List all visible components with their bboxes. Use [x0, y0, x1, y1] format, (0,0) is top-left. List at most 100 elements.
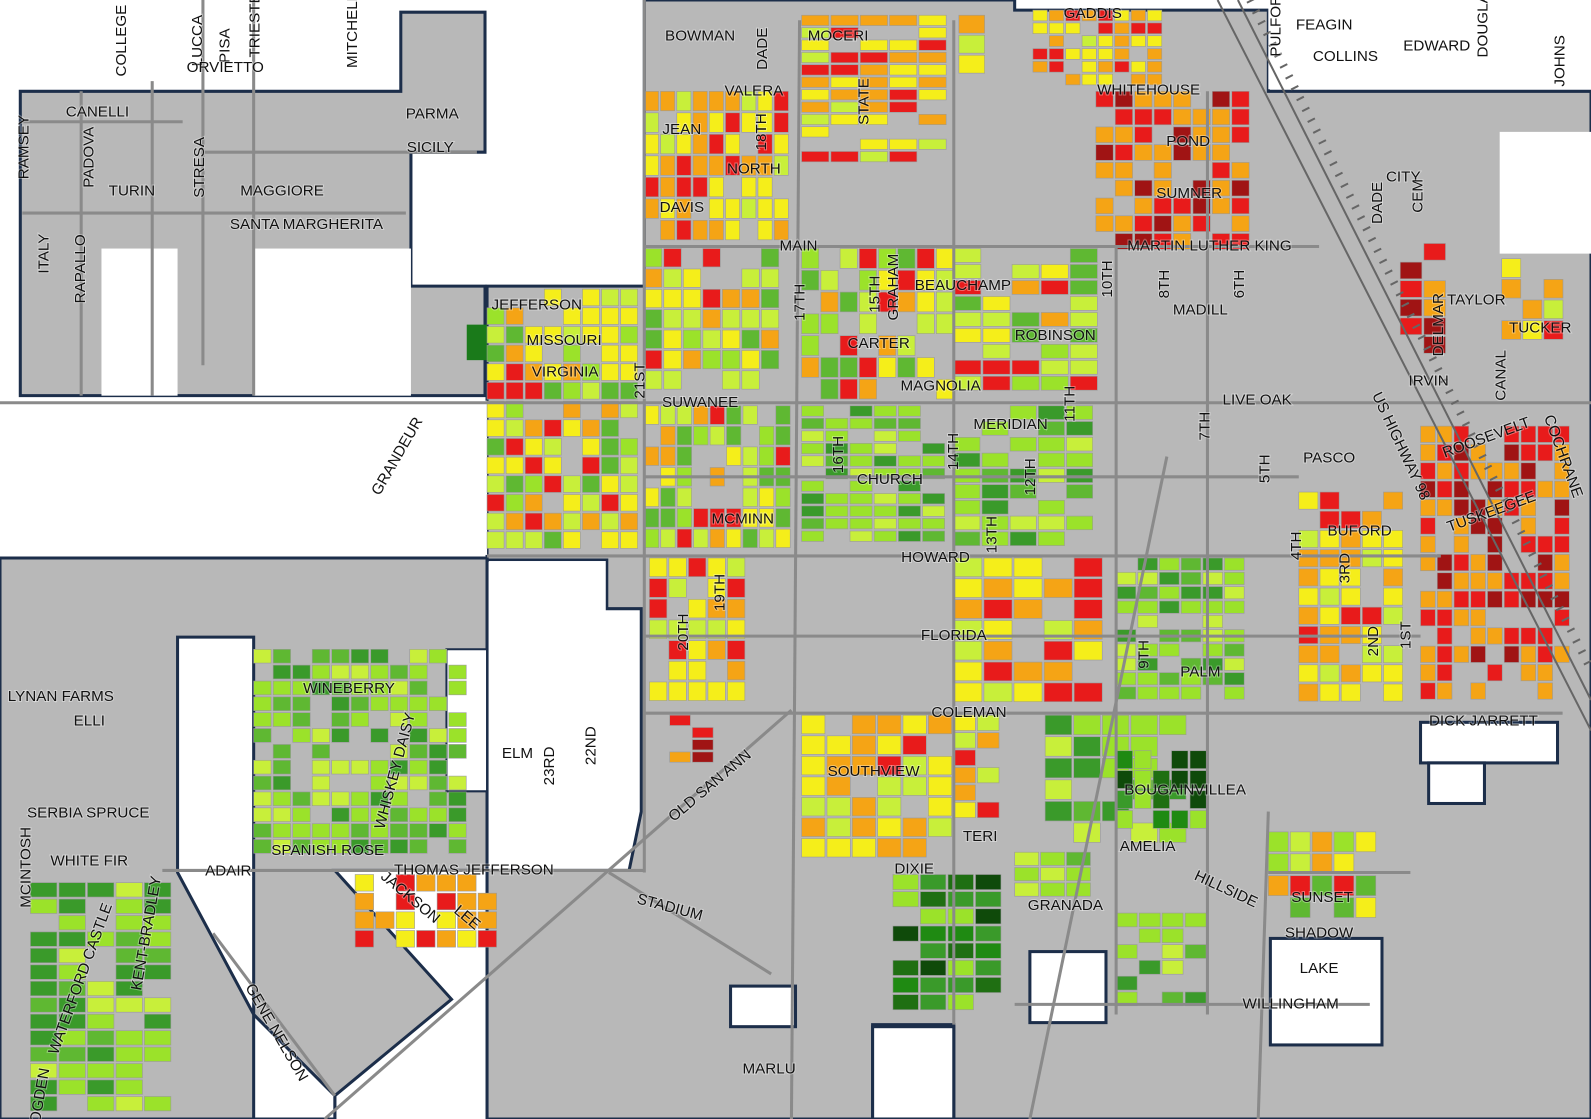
parcel [563, 475, 581, 493]
parcel [505, 400, 524, 419]
parcel [775, 446, 791, 466]
parcel [272, 823, 291, 838]
parcel [1159, 672, 1180, 686]
street-label: 22ND [583, 726, 600, 765]
parcel [486, 363, 505, 381]
parcel [87, 997, 115, 1013]
parcel [1298, 491, 1319, 510]
parcel [727, 557, 746, 577]
parcel [1231, 179, 1250, 197]
parcel [830, 64, 859, 76]
parcel [58, 948, 86, 964]
parcel [1130, 22, 1146, 34]
parcel [58, 931, 86, 947]
parcel [1231, 108, 1250, 126]
parcel [1081, 73, 1097, 86]
parcel [688, 557, 707, 577]
parcel [1040, 375, 1069, 391]
parcel [1503, 572, 1520, 590]
parcel [801, 313, 820, 334]
parcel [859, 151, 888, 163]
parcel [1171, 770, 1189, 789]
parcel [58, 1063, 86, 1079]
parcel [1098, 48, 1113, 60]
parcel [983, 640, 1013, 661]
parcel [1115, 912, 1138, 928]
parcel [920, 960, 947, 976]
parcel [543, 531, 562, 549]
parcel [1048, 48, 1064, 60]
parcel [773, 155, 789, 176]
parcel [1537, 645, 1553, 663]
parcel [726, 405, 742, 425]
parcel [922, 530, 945, 542]
parcel [1066, 421, 1094, 436]
parcel [825, 518, 849, 530]
parcel [505, 531, 524, 549]
parcel [830, 52, 859, 64]
parcel [582, 475, 600, 493]
parcel [253, 807, 272, 822]
parcel [676, 426, 692, 446]
parcel [775, 426, 791, 446]
parcel [1537, 554, 1553, 572]
parcel [115, 915, 143, 931]
parcel [1114, 22, 1130, 34]
parcel [859, 270, 877, 291]
parcel [982, 360, 1011, 375]
parcel [389, 759, 408, 775]
parcel [1298, 606, 1319, 625]
parcel [582, 307, 600, 325]
street-label: GADDIS [1064, 5, 1122, 22]
parcel [1040, 360, 1069, 375]
parcel [448, 744, 467, 759]
parcel [1065, 48, 1081, 60]
parcel [1383, 530, 1403, 548]
parcel [1340, 683, 1361, 702]
parcel [741, 112, 757, 133]
parcel [801, 335, 820, 356]
parcel [1040, 851, 1065, 866]
street-label: COLEMAN [931, 704, 1006, 721]
parcel [1453, 590, 1470, 608]
parcel [801, 101, 830, 113]
parcel [30, 948, 58, 964]
parcel [1355, 875, 1377, 896]
parcel [688, 598, 707, 619]
parcel [409, 823, 428, 838]
parcel [741, 198, 757, 219]
street-label: ADAIR [205, 862, 251, 879]
parcel [742, 446, 758, 466]
parcel [982, 296, 1011, 311]
parcel [660, 426, 676, 446]
parcel [918, 89, 947, 101]
parcel [1453, 535, 1470, 553]
parcel [1011, 312, 1040, 327]
parcel [889, 14, 918, 26]
parcel [928, 797, 952, 817]
parcel [801, 151, 830, 163]
parcel [918, 64, 947, 76]
parcel [543, 363, 562, 381]
street-label: CHURCH [857, 471, 923, 488]
parcel [1014, 867, 1039, 882]
parcel [1069, 248, 1098, 263]
parcel [30, 1046, 58, 1062]
parcel [1289, 875, 1311, 896]
parcel [693, 405, 709, 425]
parcel [1554, 499, 1570, 517]
parcel [1095, 144, 1114, 161]
parcel [543, 382, 562, 400]
parcel [1013, 599, 1043, 619]
street-label: RAMSEY [15, 115, 32, 179]
parcel [668, 619, 687, 639]
parcel [1319, 568, 1340, 587]
parcel [1298, 587, 1319, 606]
parcel [916, 248, 935, 269]
street-label: NORTH [727, 160, 781, 177]
parcel [1066, 484, 1094, 499]
parcel [1520, 462, 1537, 480]
parcel [620, 344, 638, 363]
parcel [1180, 657, 1202, 671]
parcel [58, 1030, 86, 1046]
